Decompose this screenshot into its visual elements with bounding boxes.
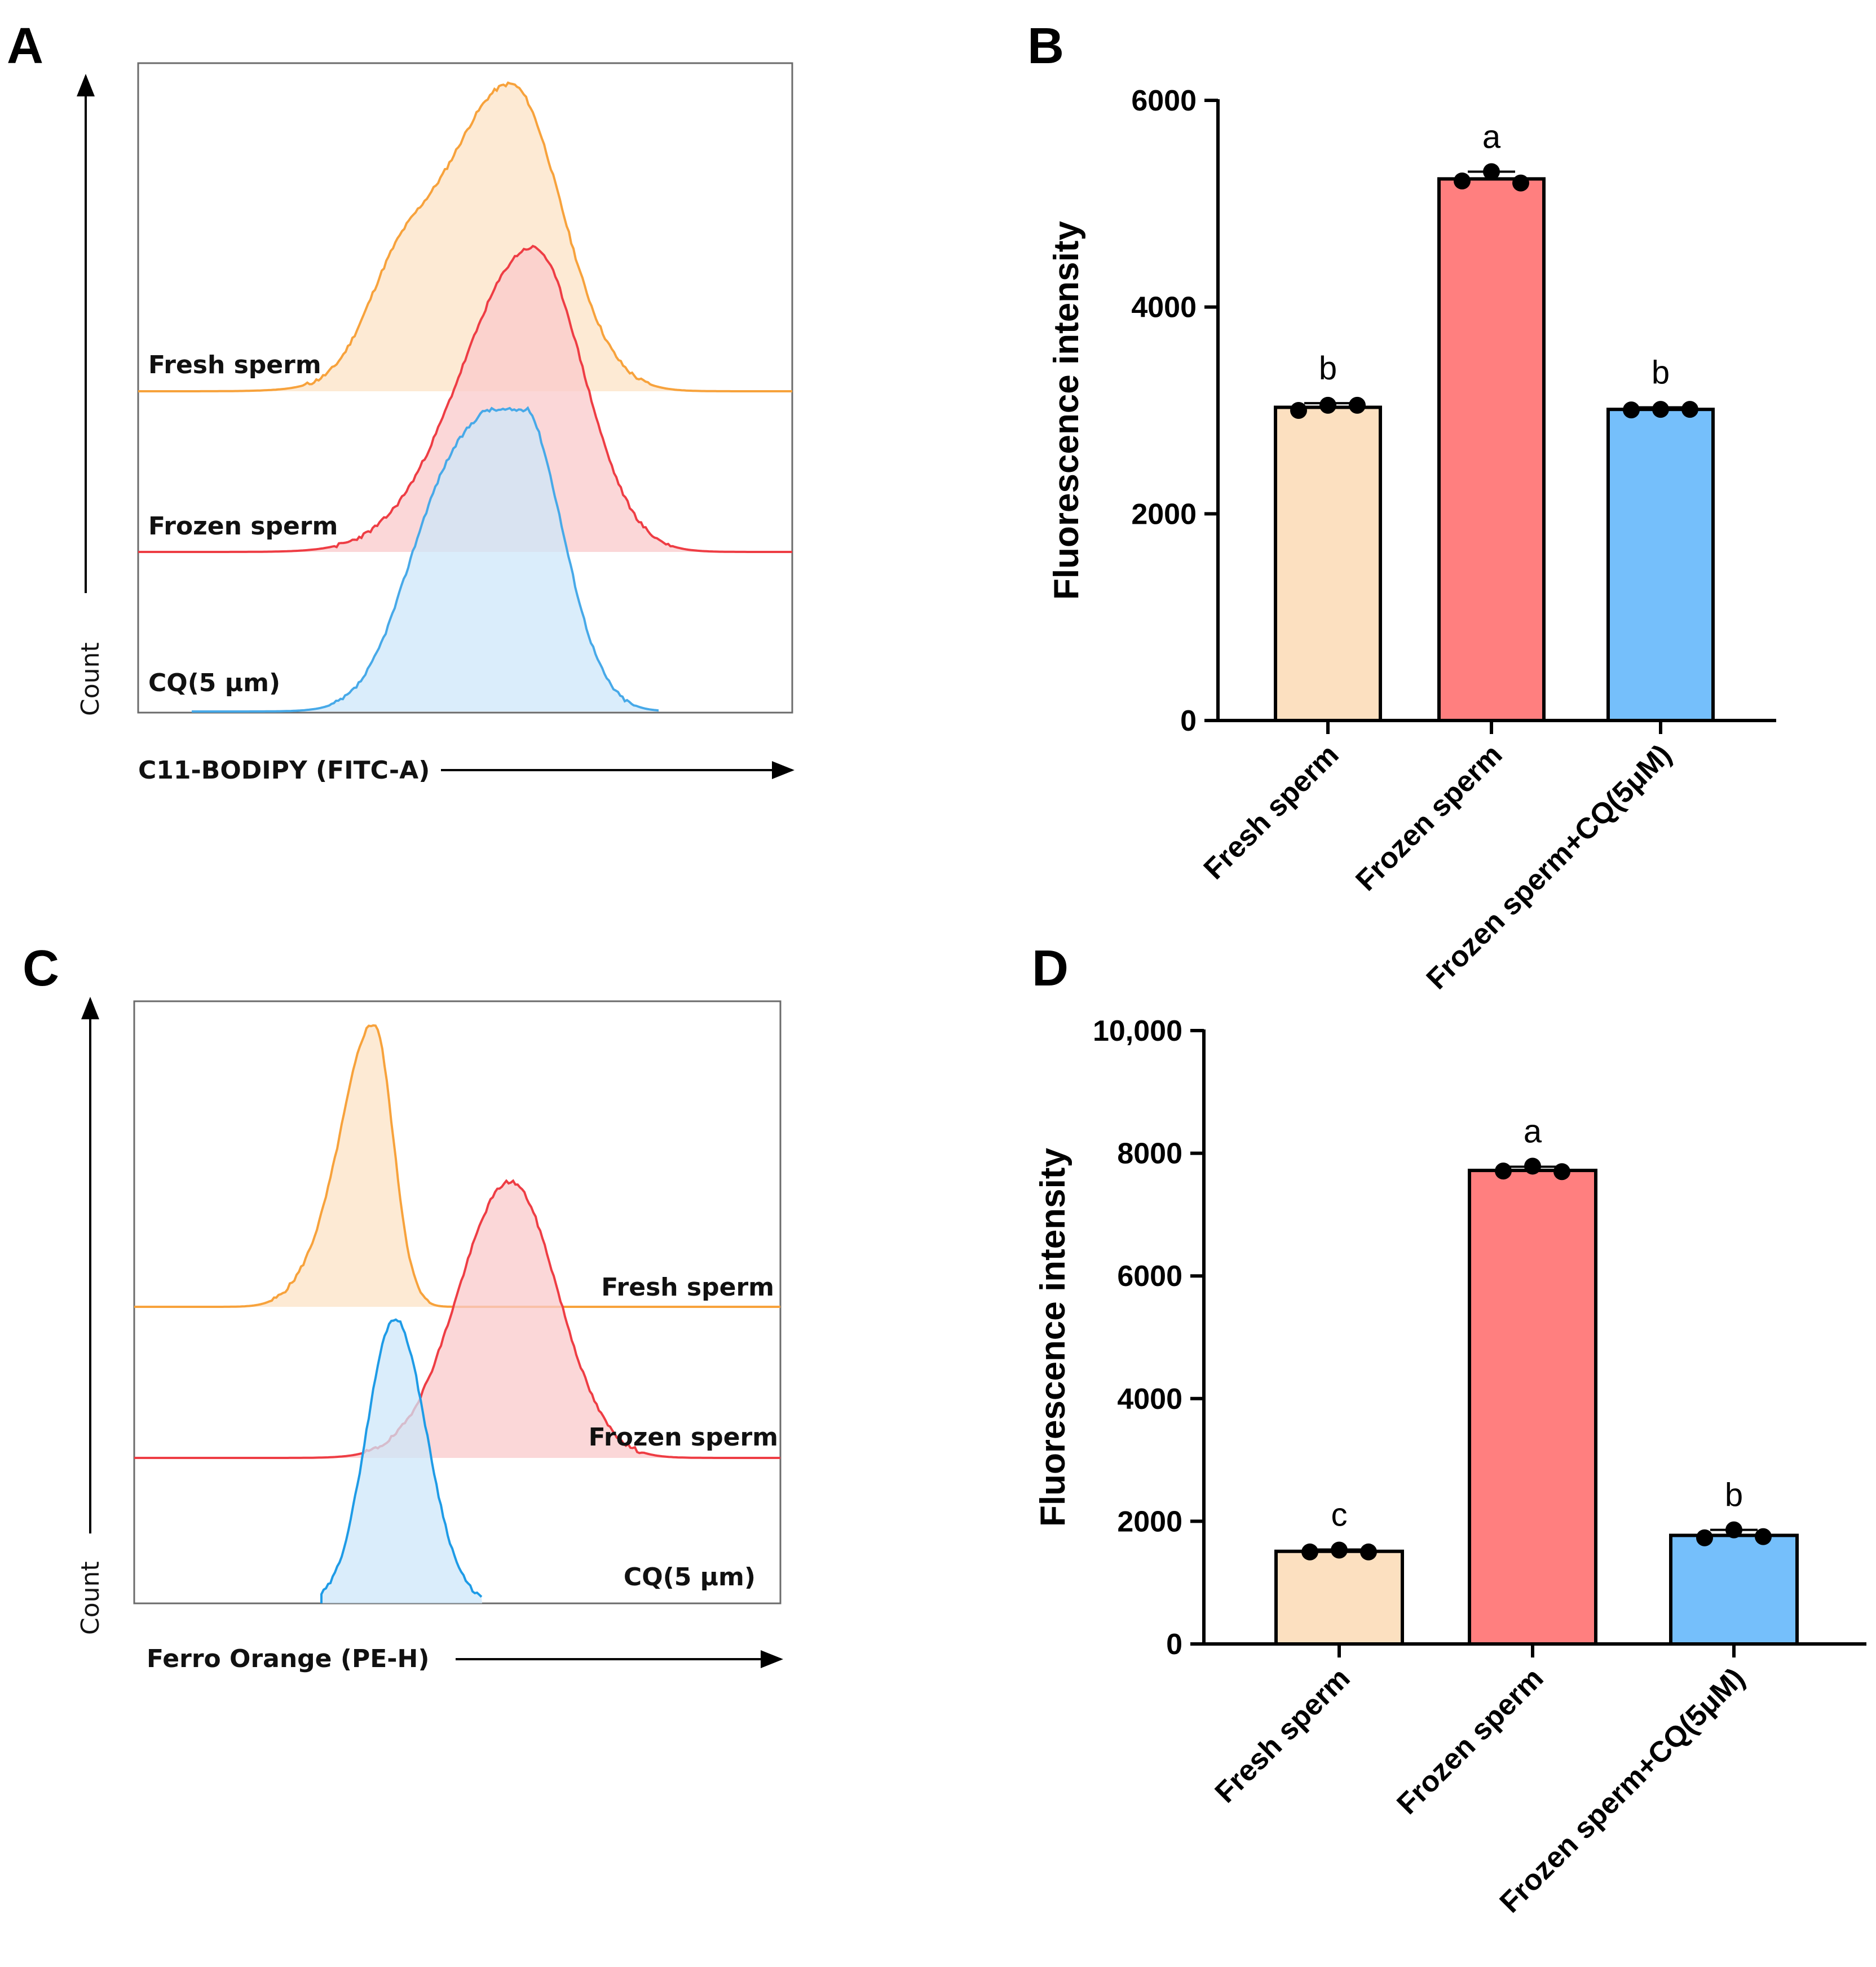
- bar-0: [1274, 1549, 1404, 1646]
- data-point: [1495, 1162, 1512, 1180]
- histogram-curve-1: [138, 245, 792, 553]
- panel-letter-d: D: [1032, 940, 1069, 997]
- data-point: [1755, 1528, 1772, 1545]
- significance-label-2: b: [1725, 1477, 1743, 1514]
- significance-label-0: c: [1331, 1496, 1348, 1533]
- bar-0: [1274, 405, 1382, 722]
- data-point: [1301, 1543, 1318, 1561]
- significance-label-1: a: [1524, 1113, 1542, 1150]
- histogram-a-ylabel: Count: [76, 642, 105, 716]
- histogram-curve-0: [138, 81, 792, 392]
- histogram-curve-2: [192, 406, 659, 713]
- data-point: [1349, 396, 1366, 414]
- significance-label-1: a: [1482, 119, 1501, 156]
- bar-2: [1606, 408, 1715, 722]
- data-point: [1454, 173, 1471, 189]
- histogram-fill-2: [321, 1319, 482, 1603]
- panel-c-histogram: Fresh sperm Frozen sperm CQ(5 μm) Count …: [76, 997, 783, 1673]
- panel-d-bar-chart: 0 2000 4000 6000 8000 10,000 Fluorescence inte…: [1034, 1015, 1866, 1919]
- y-tick-label: 8000: [1117, 1138, 1182, 1170]
- significance-label-0: b: [1319, 350, 1337, 387]
- data-point: [1696, 1529, 1713, 1546]
- panel-a-histogram: Fresh sperm Frozen sperm CQ(5 μm) Count …: [76, 62, 794, 785]
- y-tick-label: 4000: [1131, 291, 1197, 324]
- y-tick-label: 2000: [1117, 1505, 1182, 1538]
- histogram-fill-0: [138, 82, 792, 391]
- y-tick-label: 0: [1180, 705, 1197, 737]
- y-tick-label: 2000: [1131, 498, 1197, 531]
- histogram-a-label-fresh: Fresh sperm: [148, 351, 321, 379]
- histogram-curve-0: [134, 1024, 780, 1308]
- category-label-0: Fresh sperm: [1198, 738, 1345, 886]
- data-point: [1319, 396, 1336, 414]
- histogram-a-frame: [137, 62, 793, 714]
- histogram-a-xlabel: C11-BODIPY (FITC-A): [138, 756, 430, 785]
- significance-label-2: b: [1652, 355, 1670, 391]
- histogram-a-label-cq: CQ(5 μm): [148, 669, 280, 697]
- bar-2: [1669, 1533, 1799, 1646]
- histogram-c-label-frozen: Frozen sperm: [589, 1423, 778, 1452]
- category-label-1: Frozen sperm: [1349, 738, 1508, 897]
- y-tick-label: 4000: [1117, 1383, 1182, 1416]
- panel-b-bar-chart: 0 2000 4000 6000 Fluorescence intensity b Fres…: [1047, 85, 1776, 996]
- histogram-fill-2: [192, 408, 660, 711]
- y-tick-label: 6000: [1117, 1260, 1182, 1293]
- histogram-fill-1: [138, 246, 792, 552]
- histogram-c-label-cq: CQ(5 μm): [624, 1563, 756, 1592]
- y-tick-label: 0: [1166, 1628, 1182, 1661]
- category-label-1: Frozen sperm: [1391, 1661, 1550, 1820]
- data-point: [1681, 401, 1698, 418]
- y-axis-title: Fluorescence intensity: [1034, 1148, 1072, 1527]
- panel-letter-b: B: [1027, 18, 1064, 74]
- y-axis-title: Fluorescence intensity: [1047, 221, 1086, 600]
- histogram-fill-1: [134, 1181, 780, 1458]
- data-point: [1290, 402, 1307, 419]
- y-tick-label: 10,000: [1093, 1015, 1182, 1047]
- category-label-0: Fresh sperm: [1209, 1661, 1357, 1809]
- histogram-c-xlabel: Ferro Orange (PE-H): [147, 1645, 429, 1673]
- bar-1: [1437, 177, 1546, 723]
- histogram-a-label-frozen: Frozen sperm: [148, 512, 338, 541]
- data-point: [1725, 1521, 1742, 1539]
- data-point: [1512, 174, 1529, 192]
- histogram-curve-1: [134, 1179, 780, 1459]
- data-point: [1553, 1163, 1570, 1181]
- data-point: [1623, 401, 1640, 419]
- histogram-fill-0: [134, 1025, 780, 1307]
- data-point: [1483, 163, 1500, 180]
- histogram-c-label-fresh: Fresh sperm: [601, 1273, 774, 1302]
- data-point: [1360, 1543, 1377, 1561]
- histogram-c-ylabel: Count: [76, 1561, 105, 1635]
- data-point: [1524, 1157, 1541, 1175]
- data-point: [1331, 1541, 1348, 1559]
- bar-1: [1468, 1169, 1597, 1646]
- histogram-curve-2: [320, 1318, 483, 1603]
- panel-letter-c: C: [23, 940, 59, 997]
- panel-letter-a: A: [7, 18, 43, 74]
- data-point: [1652, 401, 1669, 418]
- y-tick-label: 6000: [1131, 85, 1197, 117]
